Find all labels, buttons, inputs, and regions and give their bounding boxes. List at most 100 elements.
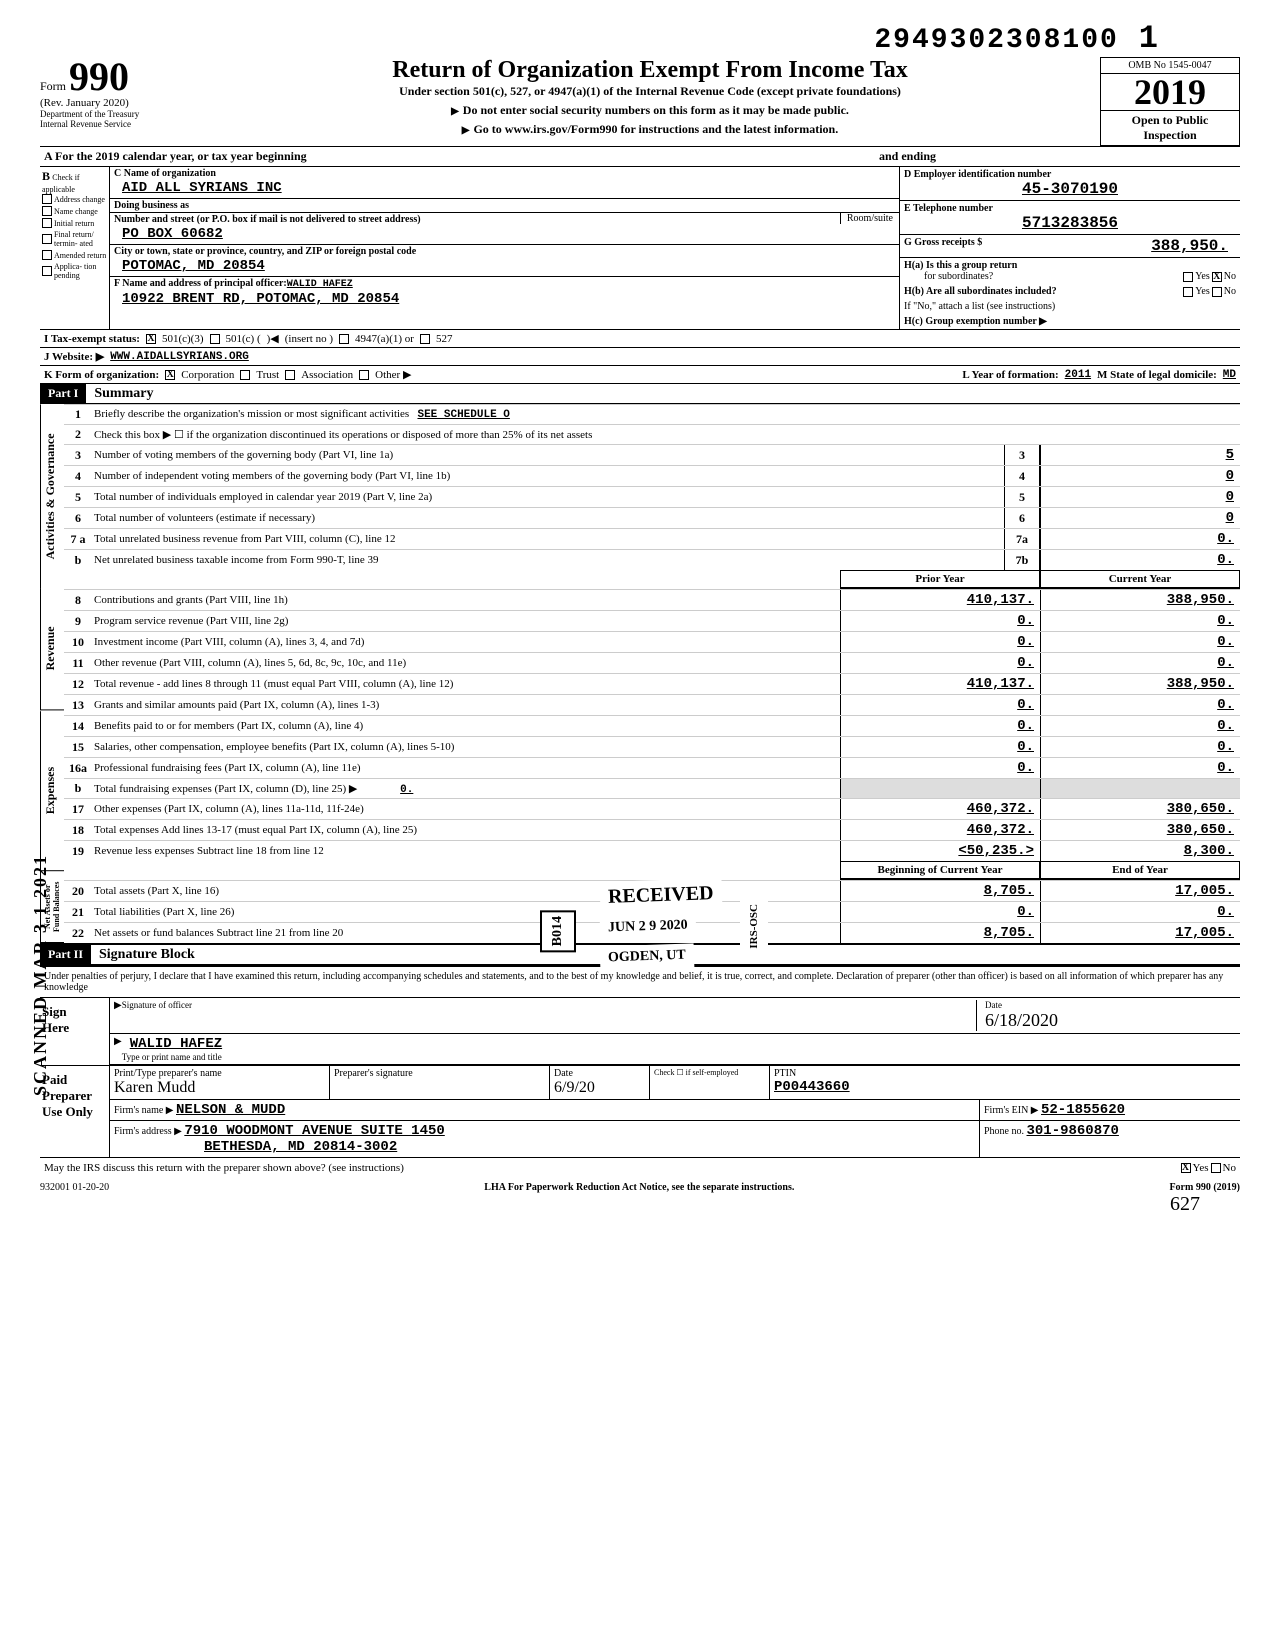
row-i-tax-status: I Tax-exempt status: 501(c)(3) 501(c) ( … [40,330,1240,348]
b-check-item: Final return/ termin- ated [42,230,107,248]
hb-no-checkbox[interactable] [1212,287,1222,297]
handwritten-number: 627 [40,1193,1240,1216]
prep-date: 6/9/20 [554,1079,645,1097]
header-center: Return of Organization Exempt From Incom… [200,57,1100,137]
summary-section: Activities & Governance Revenue Expenses… [40,404,1240,945]
org-name: AID ALL SYRIANS INC [110,180,899,198]
checkbox[interactable] [42,250,52,260]
summary-line: 11Other revenue (Part VIII, column (A), … [64,652,1240,673]
501c-checkbox[interactable] [210,334,220,344]
perjury-statement: Under penalties of perjury, I declare th… [40,967,1240,997]
g-label: G Gross receipts $ [904,237,982,255]
checkbox[interactable] [42,218,52,228]
summary-line: 9Program service revenue (Part VIII, lin… [64,610,1240,631]
header-right-box: OMB No 1545-0047 2019 Open to Public Ins… [1100,57,1240,146]
summary-line: 14Benefits paid to or for members (Part … [64,715,1240,736]
hb-label: H(b) Are all subordinates included? [904,286,1057,297]
form-title: Return of Organization Exempt From Incom… [200,57,1100,84]
officer-sig-label: Signature of officer [122,1000,976,1010]
summary-line: 15Salaries, other compensation, employee… [64,736,1240,757]
summary-table: 1Briefly describe the organization's mis… [64,404,1240,943]
gov-tab: Activities & Governance [40,404,64,588]
checkbox[interactable] [42,206,52,216]
part-1-title: Summary [86,386,153,402]
firm-ein-label: Firm's EIN ▶ [984,1105,1039,1116]
ptin: P00443660 [774,1079,1236,1095]
l-label: L Year of formation: [962,369,1058,381]
dln-number: 29493023081001 [40,20,1160,57]
b-checkboxes: Address changeName changeInitial returnF… [42,194,107,280]
summary-line: 8Contributions and grants (Part VIII, li… [64,589,1240,610]
end-year-header: End of Year [1040,861,1240,880]
k-label: K Form of organization: [44,369,159,381]
sign-date: 6/18/2020 [985,1010,1236,1031]
prep-name-label: Print/Type preparer's name [114,1068,325,1079]
row-a-end: and ending [879,149,936,164]
summary-line: 3Number of voting members of the governi… [64,444,1240,465]
column-d-to-h: D Employer identification number 45-3070… [900,167,1240,329]
form-990-page: 29493023081001 Form 990 (Rev. January 20… [40,20,1240,1216]
name-title-label: Type or print name and title [122,1052,1236,1062]
current-year-header: Current Year [1040,570,1240,589]
form-word: Form [40,79,66,93]
b-check-item: Applica- tion pending [42,262,107,280]
b-check-item: Address change [42,194,107,204]
ogden-stamp: OGDEN, UT [600,943,695,970]
checkbox[interactable] [42,234,52,244]
summary-line: 7 aTotal unrelated business revenue from… [64,528,1240,549]
discuss-no-checkbox[interactable] [1211,1163,1221,1173]
ha-yes-checkbox[interactable] [1183,272,1193,282]
summary-line: 12Total revenue - add lines 8 through 11… [64,673,1240,694]
row-j-website: J Website: ▶ WWW.AIDALLSYRIANS.ORG [40,348,1240,366]
hb-yes-checkbox[interactable] [1183,287,1193,297]
paid-preparer-section: Paid Preparer Use Only Print/Type prepar… [40,1065,1240,1157]
lha-notice: LHA For Paperwork Reduction Act Notice, … [484,1182,794,1193]
year-formation: 2011 [1065,369,1091,381]
corp-checkbox[interactable] [165,370,175,380]
officer-printed-name: WALID HAFEZ [122,1036,1236,1052]
no-label: No [1224,271,1236,282]
i-label: I Tax-exempt status: [44,333,140,345]
ha-no-checkbox[interactable] [1212,272,1222,282]
checkbox[interactable] [42,194,52,204]
ha-label: H(a) Is this a group return [904,260,1017,271]
discuss-yes-checkbox[interactable] [1181,1163,1191,1173]
trust-checkbox[interactable] [240,370,250,380]
hc-label: H(c) Group exemption number ▶ [900,314,1240,329]
row-a-begin: A For the 2019 calendar year, or tax yea… [44,149,307,164]
column-b: B Check if applicable Address changeName… [40,167,110,329]
firm-name-label: Firm's name ▶ [114,1105,174,1116]
checkbox[interactable] [42,266,52,276]
summary-line: 16aProfessional fundraising fees (Part I… [64,757,1240,778]
d-label: D Employer identification number [904,169,1236,180]
4947-checkbox[interactable] [339,334,349,344]
address: PO BOX 60682 [110,226,899,244]
self-employed-check: Check ☐ if self-employed [650,1066,770,1099]
527-checkbox[interactable] [420,334,430,344]
501c3-checkbox[interactable] [146,334,156,344]
date-label: Date [985,1000,1002,1010]
footer-code: 932001 01-20-20 [40,1182,109,1193]
signature-block: Under penalties of perjury, I declare th… [40,965,1240,1178]
scanned-stamp: SCANNED MAR 3 1 2021 [30,854,51,1096]
other-checkbox[interactable] [359,370,369,380]
row-a-tax-year: A For the 2019 calendar year, or tax yea… [40,146,1240,167]
ptin-label: PTIN [774,1068,1236,1079]
dba-label: Doing business as [110,199,899,212]
summary-line: 2Check this box ▶ ☐ if the organization … [64,424,1240,444]
part-2-title: Signature Block [91,947,195,963]
exp-tab: Expenses [40,711,64,871]
firm-addr2: BETHESDA, MD 20814-3002 [114,1139,397,1155]
b014-stamp: B014 [540,910,576,952]
discuss-row: May the IRS discuss this return with the… [40,1157,1240,1178]
summary-line: bTotal fundraising expenses (Part IX, co… [64,778,1240,798]
dln-trail: 1 [1139,20,1160,57]
hb-note: If "No," attach a list (see instructions… [900,299,1240,314]
city-label: City or town, state or province, country… [110,245,899,258]
section-b-to-h: B Check if applicable Address changeName… [40,167,1240,330]
firm-name: NELSON & MUDD [176,1102,285,1118]
room-label: Room/suite [840,213,899,224]
prior-year-header: Prior Year [840,570,1040,589]
assoc-checkbox[interactable] [285,370,295,380]
firm-ein: 52-1855620 [1041,1102,1125,1118]
